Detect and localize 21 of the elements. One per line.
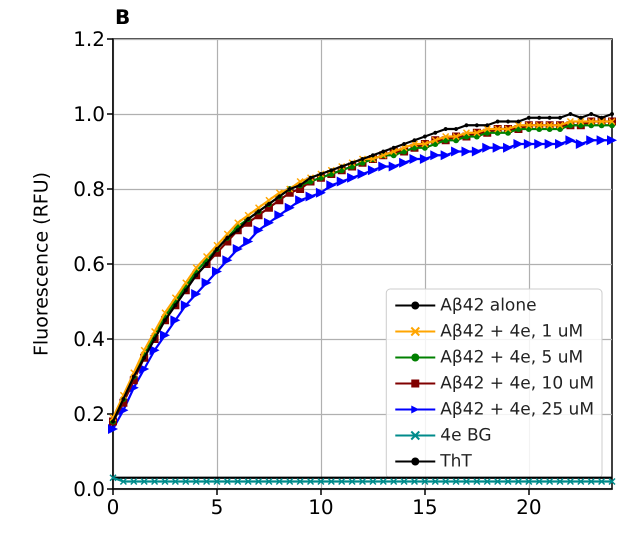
y-tick-label: 0.8 [73,177,105,201]
legend-label: Aβ42 + 4e, 25 uM [440,400,594,420]
chart-title: B [115,5,130,29]
x-tick-label: 0 [106,495,120,519]
legend-label: Aβ42 + 4e, 1 uM [440,322,584,342]
y-tick-label: 0.2 [73,402,105,426]
x-tick-label: 20 [516,495,542,519]
legend-label: Aβ42 alone [440,296,537,316]
legend-label: Aβ42 + 4e, 10 uM [440,374,594,394]
x-tick-label: 15 [412,495,438,519]
x-tick-label: 10 [308,495,334,519]
legend-label: 4e BG [440,426,492,446]
legend-label: ThT [439,452,472,472]
y-tick-label: 0.6 [73,252,105,276]
y-tick-label: 0.4 [73,327,105,351]
y-tick-label: 0.0 [73,477,105,501]
y-tick-label: 1.2 [73,27,105,51]
legend-label: Aβ42 + 4e, 5 uM [440,348,584,368]
y-tick-label: 1.0 [73,102,105,126]
y-axis-title: Fluorescence (RFU) [30,172,52,356]
x-tick-label: 5 [210,495,224,519]
